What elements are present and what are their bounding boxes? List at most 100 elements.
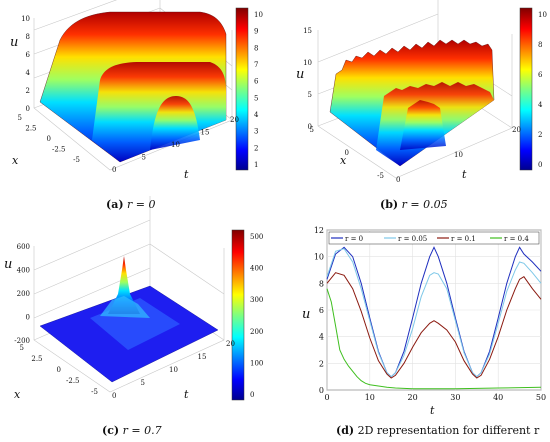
panel-c-t-label: t [184, 388, 189, 401]
b-colorbar-tick-label: 8 [538, 41, 542, 49]
panel-d-x-tick-label: 20 [408, 393, 418, 402]
panel-b-x-label: x [340, 154, 347, 167]
c-x-tick-label: 0 [57, 366, 61, 374]
panel-d-legend-label: r = 0.1 [451, 235, 476, 243]
panel-c-x-label: x [14, 388, 21, 401]
a-x-tick-label: -5 [73, 156, 80, 164]
b-x-tick-label: 5 [310, 126, 314, 134]
panel-d-y-label: u [302, 307, 310, 322]
b-colorbar-tick-label: 10 [538, 11, 547, 19]
a-x-tick-label: -2.5 [52, 146, 66, 154]
a-z-tick-label: 2 [26, 87, 30, 95]
c-colorbar-tick-label: 100 [250, 359, 263, 367]
b-z-tick-label: 0 [308, 123, 312, 131]
b-colorbar-tick-label: 0 [538, 161, 542, 169]
caption-c: (c) r = 0.7 [102, 424, 162, 437]
panel-d-legend: r = 0 r = 0.05 r = 0.1 r = 0.4 [328, 231, 540, 245]
panel-d-y-tick-label: 0 [319, 386, 324, 395]
panel-d-y-ticks: 0 2 4 6 8 10 12 [314, 226, 324, 395]
b-colorbar-tick-label: 4 [538, 101, 543, 109]
a-x-tick-label: 2.5 [25, 125, 36, 133]
panel-d-legend-label: r = 0 [345, 235, 363, 243]
a-colorbar-tick-label: 2 [254, 144, 258, 152]
b-colorbar-tick-label: 6 [538, 71, 543, 79]
c-colorbar-tick-label: 400 [250, 265, 263, 273]
c-x-tick-label: 2.5 [31, 355, 42, 363]
panel-a-colorbar-ticks: 10 9 8 7 6 5 4 3 2 1 [254, 11, 263, 169]
panel-b-z-label: u [296, 67, 304, 82]
a-colorbar-tick-label: 7 [254, 61, 258, 69]
panel-d-legend-box [328, 231, 540, 245]
panel-b-colorbar-ticks: 10 8 6 4 2 0 [538, 11, 547, 169]
panel-c-colorbar [231, 229, 245, 401]
panel-d-series-line [326, 272, 542, 379]
c-z-tick-label: 600 [17, 243, 30, 251]
c-z-tick-label: -200 [14, 337, 30, 345]
c-colorbar-tick-label: 300 [250, 296, 263, 304]
panel-a-t-ticks: 0 5 10 15 20 [112, 116, 239, 174]
a-x-tick-label: 5 [18, 114, 22, 122]
a-t-tick-label: 5 [142, 154, 146, 162]
a-colorbar-tick-label: 9 [254, 28, 258, 36]
b-z-tick-label: 5 [308, 91, 312, 99]
a-colorbar-tick-label: 5 [254, 94, 258, 102]
caption-a: (a) r = 0 [106, 198, 156, 211]
panel-d-x-ticks: 0 10 20 30 40 50 [324, 393, 546, 402]
a-colorbar-tick-label: 1 [254, 161, 258, 169]
panel-d-y-tick-label: 10 [314, 253, 324, 262]
panel-a-surface [39, 11, 227, 163]
a-z-tick-label: 8 [26, 33, 30, 41]
panel-d-y-tick-label: 2 [319, 359, 324, 368]
a-colorbar-tick-label: 10 [254, 11, 263, 19]
a-colorbar-tick-label: 8 [254, 44, 258, 52]
panel-d-series-line [326, 288, 542, 390]
c-colorbar-tick-label: 500 [250, 233, 263, 241]
panel-d-x-label: t [430, 404, 435, 417]
panel-b-x-ticks: 50-5 [310, 126, 384, 180]
a-x-tick-label: 0 [47, 135, 51, 143]
panel-b-t-label: t [462, 168, 467, 181]
c-x-tick-label: -5 [91, 388, 98, 396]
b-t-tick-label: 10 [454, 151, 463, 159]
a-z-tick-label: 0 [26, 105, 30, 113]
panel-b-t-ticks: 0 10 20 [396, 126, 521, 184]
panel-c-z-label: u [4, 257, 12, 272]
a-z-tick-label: 4 [26, 69, 31, 77]
panel-a-x-ticks: 52.5 0-2.5 -5 [18, 114, 80, 164]
b-z-tick-label: 15 [303, 27, 312, 35]
a-z-tick-label: 6 [26, 51, 31, 59]
b-x-tick-label: 0 [345, 149, 349, 157]
c-z-tick-label: 400 [17, 267, 30, 275]
panel-d-y-tick-label: 8 [319, 279, 324, 288]
panel-c-z-ticks: -200 0 200 400 600 [14, 243, 30, 345]
c-t-tick-label: 10 [169, 366, 178, 374]
a-z-tick-label: 10 [21, 15, 30, 23]
a-t-tick-label: 10 [171, 141, 180, 149]
panel-a-x-label: x [12, 154, 19, 167]
panel-d-series-line [326, 248, 542, 378]
c-z-tick-label: 200 [17, 290, 30, 298]
panel-c-t-ticks: 0 5 10 15 20 [112, 340, 235, 400]
a-colorbar-tick-label: 6 [254, 78, 259, 86]
panel-d-grid [326, 229, 542, 391]
panel-d-legend-label: r = 0.05 [398, 235, 427, 243]
b-t-tick-label: 20 [512, 126, 521, 134]
c-t-tick-label: 20 [226, 340, 235, 348]
c-x-tick-label: -2.5 [66, 377, 80, 385]
panel-c-x-ticks: 5 2.5 0 -2.5 -5 [20, 344, 98, 396]
b-x-tick-label: -5 [377, 172, 384, 180]
panel-d-series [326, 246, 542, 390]
panel-d-series-line [326, 246, 542, 378]
panel-c-surface [39, 256, 219, 383]
panel-d-x-tick-label: 10 [365, 393, 375, 402]
panel-a-colorbar [235, 7, 249, 171]
panel-d-x-tick-label: 30 [450, 393, 460, 402]
b-t-tick-label: 0 [396, 176, 400, 184]
c-t-tick-label: 0 [112, 392, 116, 400]
b-colorbar-tick-label: 2 [538, 131, 542, 139]
a-t-tick-label: 15 [201, 129, 210, 137]
panel-c-colorbar-ticks: 500 400 300 200 100 0 [250, 233, 263, 399]
